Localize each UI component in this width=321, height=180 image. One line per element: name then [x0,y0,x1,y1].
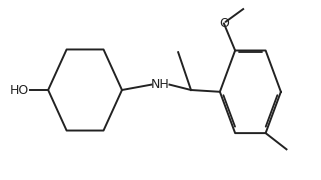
Text: HO: HO [10,84,29,96]
Text: NH: NH [151,78,170,91]
Text: O: O [219,17,229,30]
